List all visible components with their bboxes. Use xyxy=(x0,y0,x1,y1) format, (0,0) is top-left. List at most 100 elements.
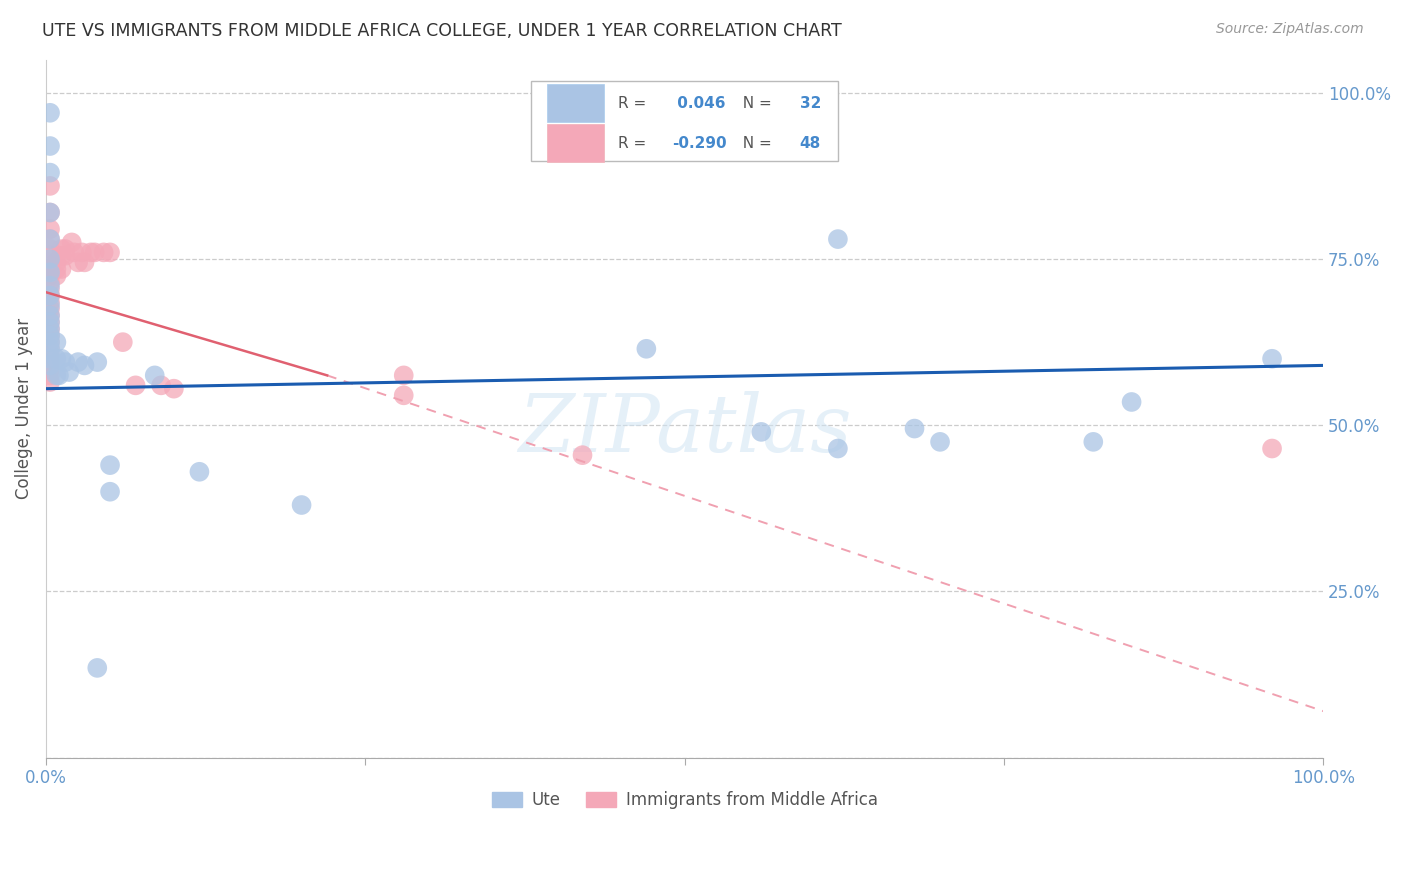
Point xyxy=(39,309,62,323)
Point xyxy=(143,368,166,383)
Point xyxy=(39,268,62,283)
Point xyxy=(749,425,772,439)
Point xyxy=(39,232,62,246)
Point xyxy=(39,255,62,269)
Point xyxy=(124,378,146,392)
Point xyxy=(98,484,121,499)
Point xyxy=(39,166,62,180)
Text: R =: R = xyxy=(619,95,651,111)
FancyBboxPatch shape xyxy=(531,80,838,161)
Point xyxy=(86,355,108,369)
Point xyxy=(39,361,62,376)
Point xyxy=(51,242,73,256)
Point xyxy=(73,359,96,373)
Point xyxy=(929,434,952,449)
Point xyxy=(39,301,62,316)
Point xyxy=(53,242,76,256)
Point xyxy=(63,245,86,260)
Point xyxy=(48,368,70,383)
Text: UTE VS IMMIGRANTS FROM MIDDLE AFRICA COLLEGE, UNDER 1 YEAR CORRELATION CHART: UTE VS IMMIGRANTS FROM MIDDLE AFRICA COL… xyxy=(42,22,842,40)
Point xyxy=(39,351,62,366)
Text: N =: N = xyxy=(733,136,778,151)
Point xyxy=(58,365,80,379)
Text: 32: 32 xyxy=(800,95,821,111)
Point xyxy=(1121,395,1143,409)
Point xyxy=(39,265,62,279)
Point xyxy=(39,335,62,350)
FancyBboxPatch shape xyxy=(547,124,605,162)
Text: Source: ZipAtlas.com: Source: ZipAtlas.com xyxy=(1216,22,1364,37)
Point xyxy=(39,342,62,356)
Y-axis label: College, Under 1 year: College, Under 1 year xyxy=(15,318,32,500)
Point xyxy=(150,378,173,392)
Point xyxy=(188,465,211,479)
Point xyxy=(86,661,108,675)
Point xyxy=(80,245,103,260)
Point xyxy=(39,348,62,362)
Text: -0.290: -0.290 xyxy=(672,136,727,151)
Point xyxy=(45,351,67,366)
Point xyxy=(163,382,186,396)
Point xyxy=(45,368,67,383)
Point xyxy=(53,249,76,263)
Point xyxy=(39,368,62,383)
Point xyxy=(60,235,83,250)
Point xyxy=(392,368,415,383)
Point xyxy=(571,448,593,462)
Text: N =: N = xyxy=(733,95,778,111)
Point xyxy=(39,359,62,373)
Point xyxy=(39,252,62,266)
Point xyxy=(392,388,415,402)
Point xyxy=(45,335,67,350)
Point xyxy=(51,249,73,263)
Point xyxy=(39,342,62,356)
Point xyxy=(111,335,134,350)
Point xyxy=(39,322,62,336)
Point xyxy=(39,232,62,246)
Point xyxy=(70,245,93,260)
Point xyxy=(98,458,121,472)
Point xyxy=(39,355,62,369)
Text: 48: 48 xyxy=(800,136,821,151)
Point xyxy=(39,322,62,336)
Legend: Ute, Immigrants from Middle Africa: Ute, Immigrants from Middle Africa xyxy=(485,784,884,815)
Point xyxy=(903,421,925,435)
Point xyxy=(53,355,76,369)
Point xyxy=(39,288,62,302)
Point xyxy=(45,262,67,277)
Point xyxy=(39,205,62,219)
Point xyxy=(98,245,121,260)
Point xyxy=(39,275,62,289)
Point xyxy=(1261,442,1284,456)
Point xyxy=(827,232,849,246)
Point xyxy=(39,222,62,236)
Point xyxy=(83,245,105,260)
Point xyxy=(73,255,96,269)
FancyBboxPatch shape xyxy=(547,84,605,122)
Point xyxy=(827,442,849,456)
Point xyxy=(39,375,62,389)
Point xyxy=(45,268,67,283)
Text: 0.046: 0.046 xyxy=(672,95,725,111)
Point xyxy=(39,309,62,323)
Point xyxy=(39,278,62,293)
Point xyxy=(39,299,62,313)
Point xyxy=(39,315,62,329)
Point xyxy=(39,205,62,219)
Point xyxy=(39,178,62,193)
Point xyxy=(39,262,62,277)
Point xyxy=(39,315,62,329)
Point xyxy=(1083,434,1105,449)
Point xyxy=(636,342,658,356)
Point xyxy=(39,242,62,256)
Point xyxy=(39,288,62,302)
Text: R =: R = xyxy=(619,136,651,151)
Point xyxy=(39,249,62,263)
Point xyxy=(67,355,90,369)
Point xyxy=(39,105,62,120)
Point xyxy=(45,255,67,269)
Point xyxy=(290,498,312,512)
Point xyxy=(1261,351,1284,366)
Point xyxy=(39,282,62,296)
Point xyxy=(39,335,62,350)
